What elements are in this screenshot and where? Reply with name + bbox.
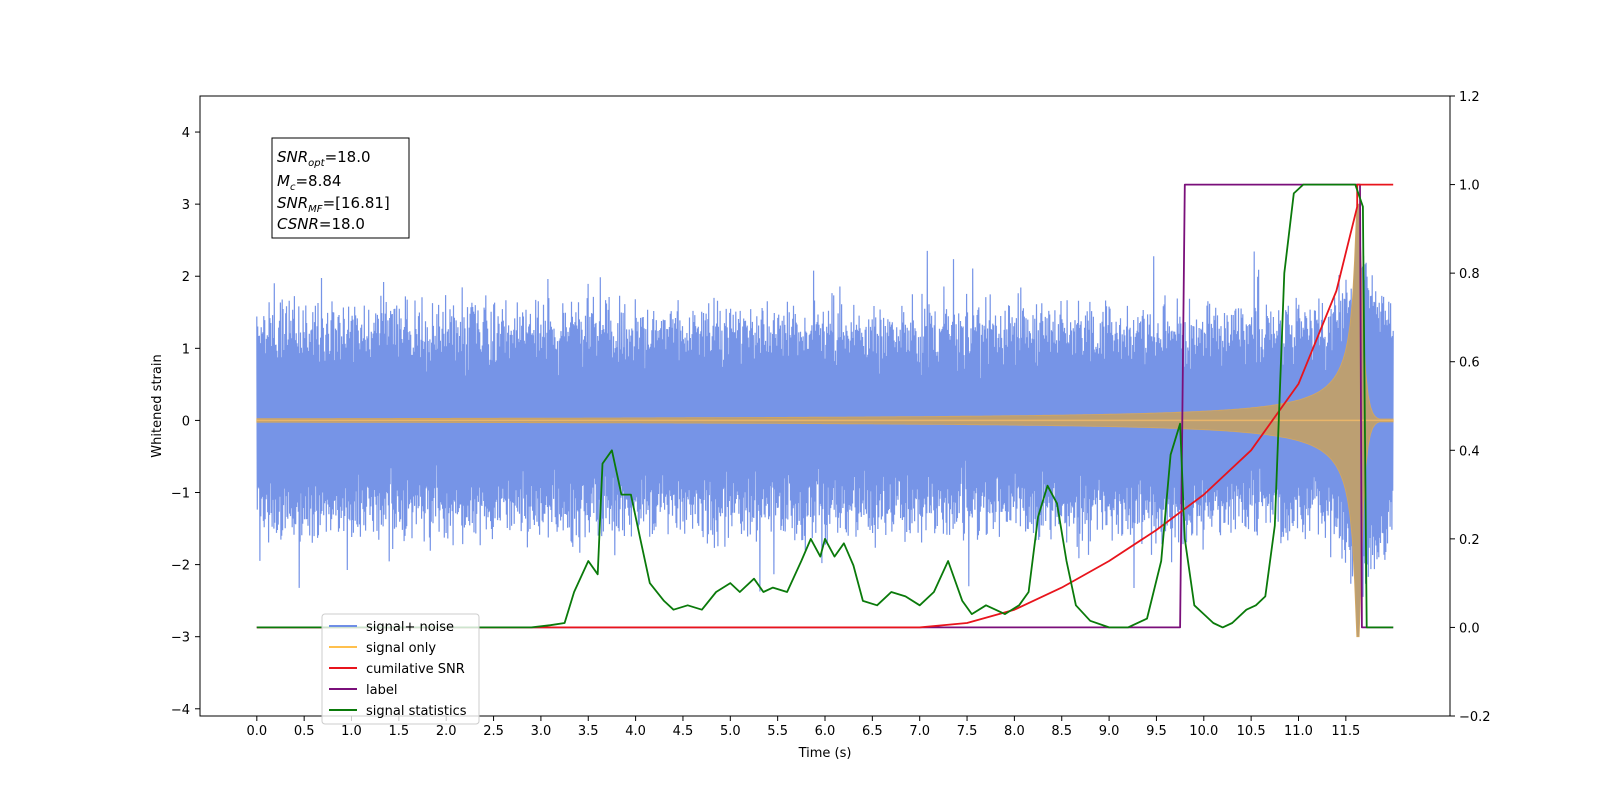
y2-tick-label: 1.0: [1459, 179, 1480, 194]
x-tick-label: 7.0: [909, 724, 930, 739]
y2-tick-label: 0.4: [1459, 444, 1480, 459]
legend-label-label: label: [366, 683, 397, 698]
y-tick-label: 4: [182, 126, 190, 141]
x-tick-label: 5.5: [767, 724, 788, 739]
y-axis-ticks: −4 −3 −2 −1 0 1 2 3 4: [171, 126, 200, 718]
y2-tick-label: 0.2: [1459, 533, 1480, 548]
info-snr-opt: SNRopt=18.0: [277, 148, 371, 169]
legend: signal+ noise signal only cumilative SNR…: [321, 613, 480, 725]
y2-tick-label: 0.8: [1459, 267, 1480, 282]
legend-label-signal-only: signal only: [366, 641, 436, 656]
series-cumulative-snr: [256, 183, 1394, 629]
y-axis-label: Whitened strain: [150, 354, 165, 457]
y-tick-label: 0: [182, 414, 190, 429]
y-tick-label: −2: [171, 559, 190, 574]
info-csnr: CSNR=18.0: [277, 215, 365, 233]
x-tick-label: 2.5: [483, 724, 504, 739]
y-tick-label: −1: [171, 487, 190, 502]
y-tick-label: 1: [182, 342, 190, 357]
x-tick-label: 1.0: [341, 724, 362, 739]
series-signal-noise: [256, 250, 1394, 597]
x-tick-label: 6.5: [862, 724, 883, 739]
x-tick-label: 3.0: [531, 724, 552, 739]
x-tick-label: 0.0: [246, 724, 267, 739]
y-tick-label: 3: [182, 198, 190, 213]
y2-tick-label: 0.0: [1459, 621, 1480, 636]
x-tick-label: 9.5: [1146, 724, 1167, 739]
info-box: SNRopt=18.0 Mc=8.84 SNRMF=[16.81] CSNR=1…: [271, 137, 410, 239]
y2-tick-label: 0.6: [1459, 356, 1480, 371]
legend-label-signal-noise: signal+ noise: [366, 620, 454, 635]
y2-tick-label: −0.2: [1459, 710, 1491, 725]
x-tick-label: 8.5: [1051, 724, 1072, 739]
x-tick-label: 9.0: [1099, 724, 1120, 739]
signal-only-layer: [256, 203, 1394, 638]
x-axis-ticks: 0.0 0.5 1.0 1.5 2.0 2.5 3.0 3.5 4.0 4.5 5.0 5.5 6.0 6…: [246, 716, 1360, 739]
x-tick-label: 7.5: [957, 724, 978, 739]
info-snr-mf: SNRMF=[16.81]: [277, 194, 390, 215]
x-tick-label: 5.0: [720, 724, 741, 739]
x-tick-label: 6.0: [815, 724, 836, 739]
legend-frame: [321, 613, 480, 725]
x-tick-label: 11.5: [1331, 724, 1360, 739]
x-tick-label: 0.5: [294, 724, 315, 739]
x-tick-label: 1.5: [389, 724, 410, 739]
x-tick-label: 10.5: [1237, 724, 1266, 739]
x-tick-label: 4.0: [625, 724, 646, 739]
right-axis-series-layer: [256, 183, 1394, 629]
x-axis-label: Time (s): [798, 746, 852, 761]
y2-tick-label: 1.2: [1459, 90, 1480, 105]
series-signal-statistics: [256, 183, 1394, 629]
signal-noise-layer: [256, 250, 1394, 597]
x-tick-label: 10.0: [1189, 724, 1218, 739]
x-tick-label: 2.0: [436, 724, 457, 739]
x-tick-label: 4.5: [673, 724, 694, 739]
info-mc: Mc=8.84: [277, 172, 341, 193]
x-tick-label: 11.0: [1284, 724, 1313, 739]
y-tick-label: 2: [182, 270, 190, 285]
legend-label-signal-statistics: signal statistics: [366, 704, 467, 719]
legend-label-cumulative-snr: cumilative SNR: [366, 662, 465, 677]
y-tick-label: −3: [171, 631, 190, 646]
y-tick-label: −4: [171, 703, 190, 718]
info-box-frame: [271, 137, 410, 239]
y2-axis-ticks: −0.2 0.0 0.2 0.4 0.6 0.8 1.0 1.2: [1450, 90, 1491, 725]
x-tick-label: 8.0: [1004, 724, 1025, 739]
x-tick-label: 3.5: [578, 724, 599, 739]
